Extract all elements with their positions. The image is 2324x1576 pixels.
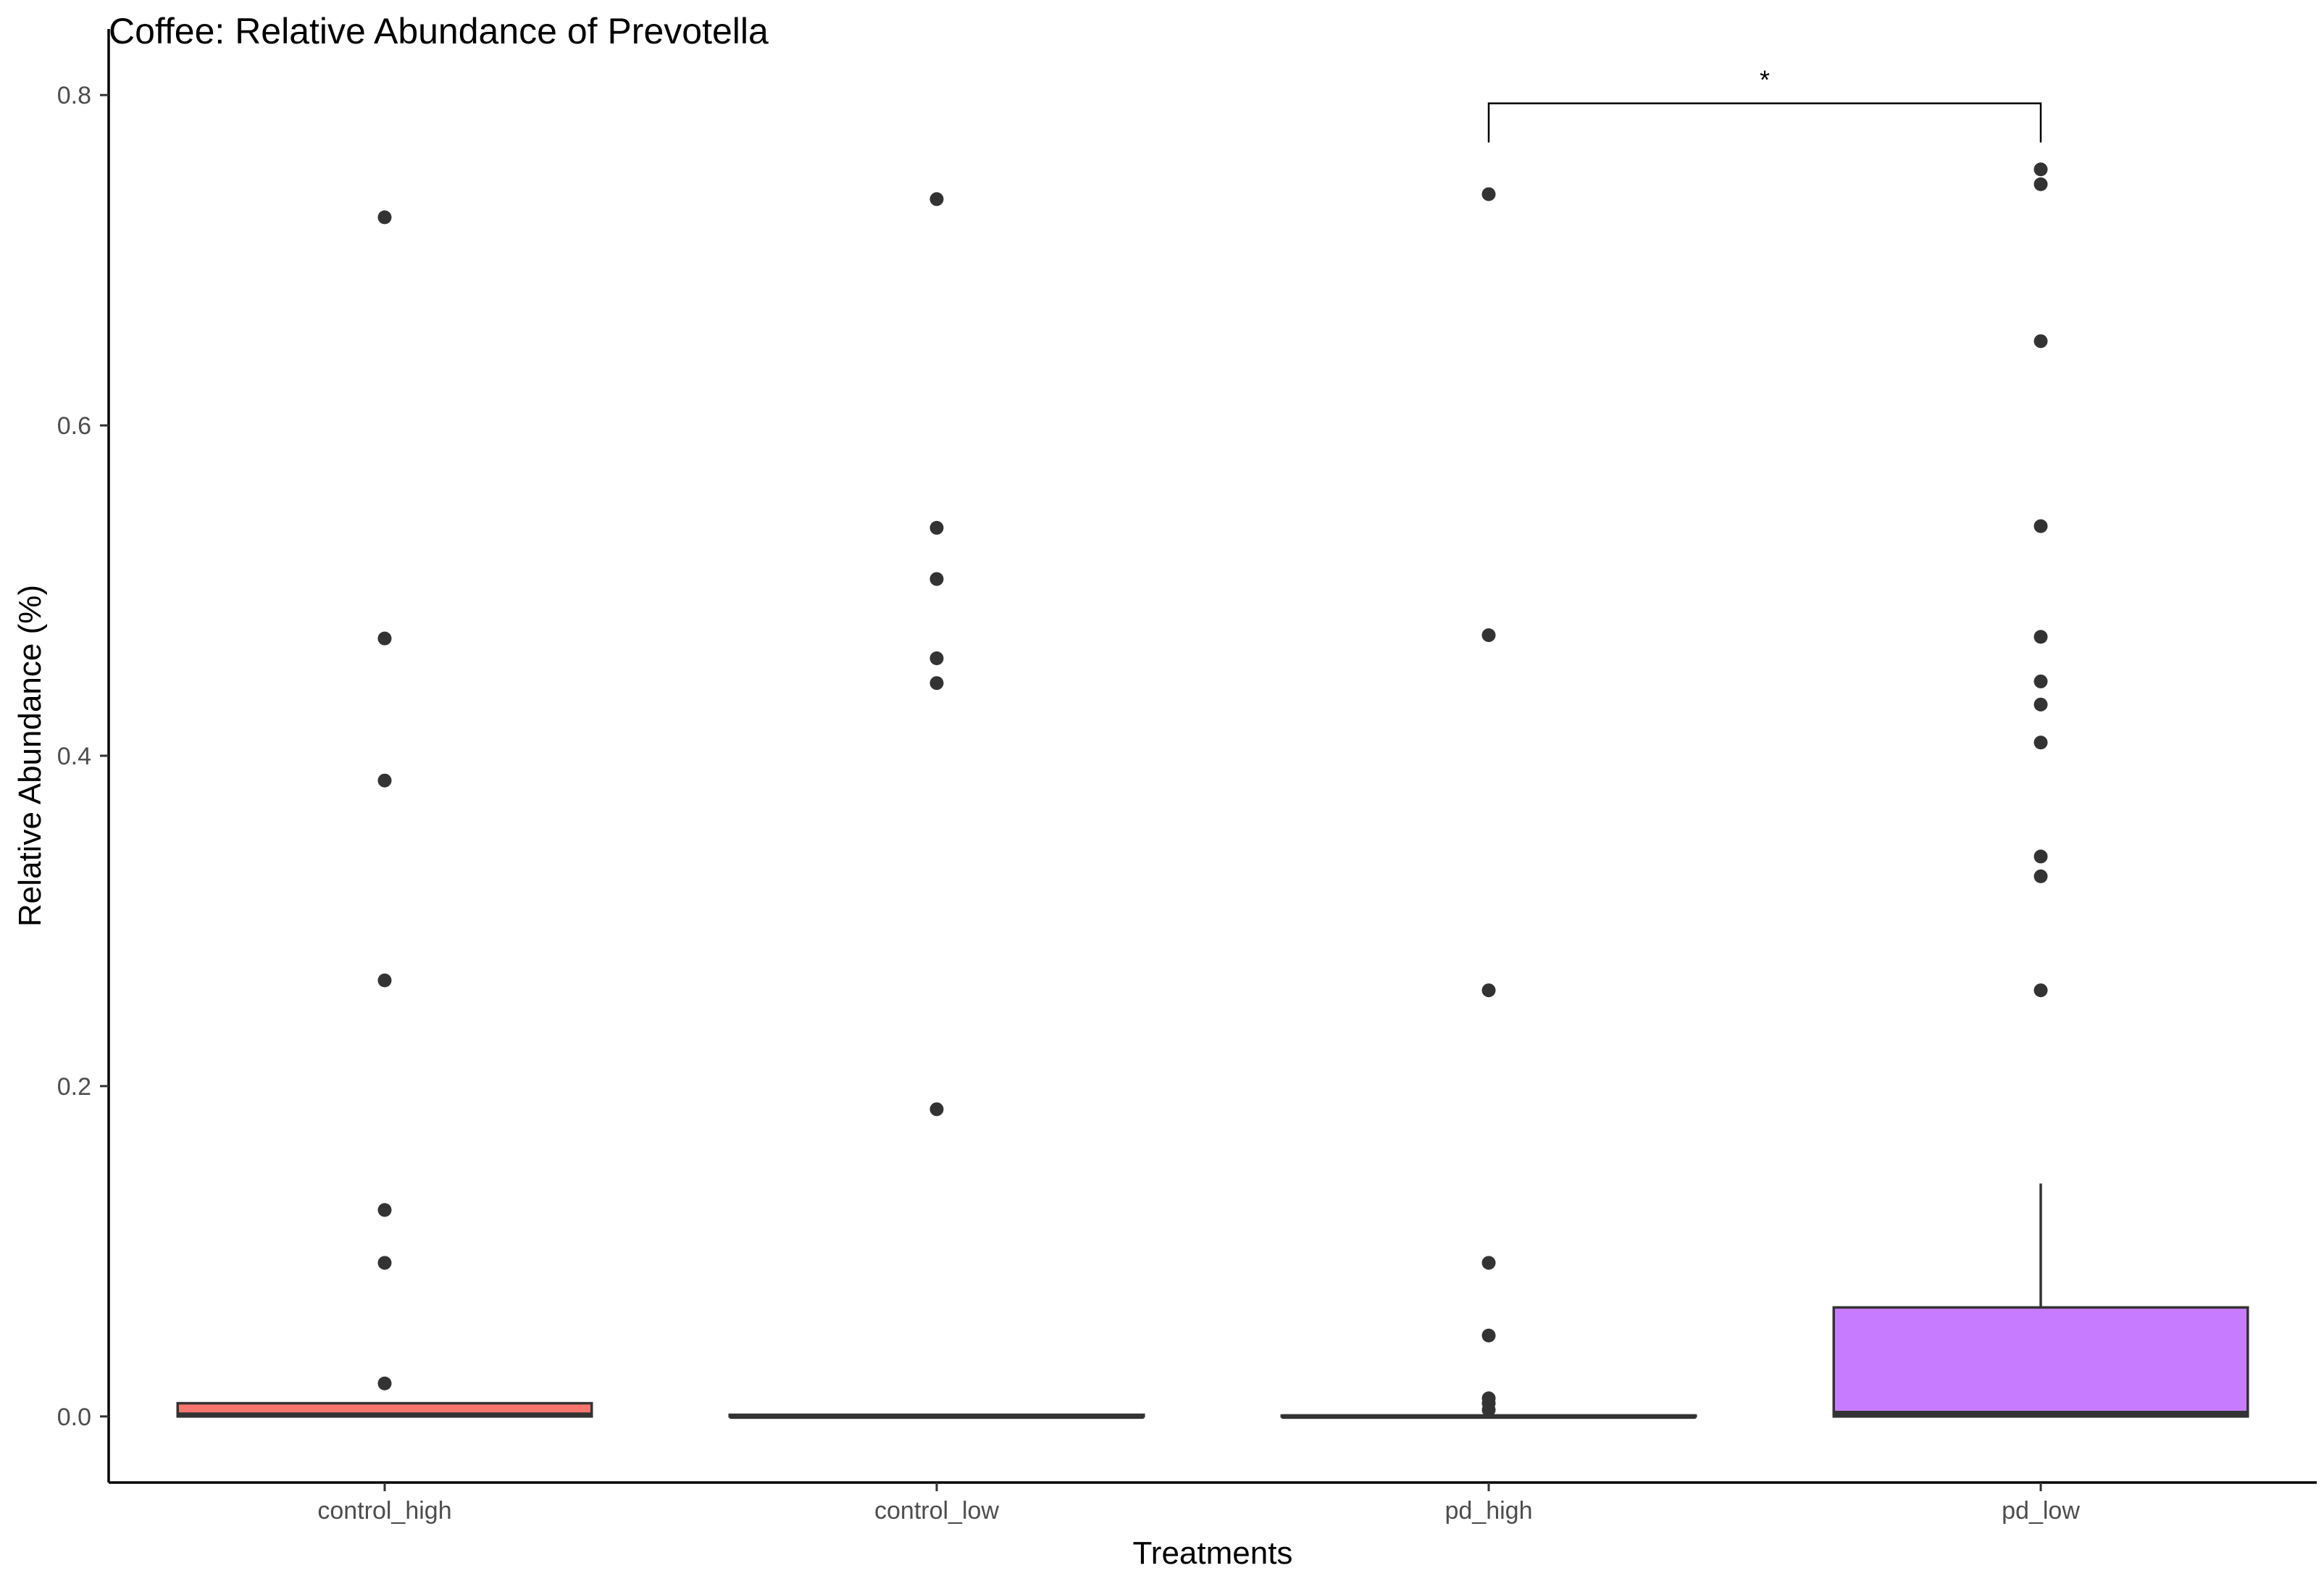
- outlier-point: [2034, 334, 2048, 349]
- outlier-point: [929, 1102, 944, 1117]
- outlier-point: [2034, 177, 2048, 191]
- outlier-point: [2034, 983, 2048, 998]
- outlier-point: [1481, 187, 1496, 201]
- y-tick-label: 0.0: [57, 1404, 91, 1431]
- outlier-point: [377, 1256, 392, 1270]
- outlier-point: [2034, 674, 2048, 688]
- x-axis-title: Treatments: [1133, 1535, 1293, 1571]
- outlier-point: [1481, 1328, 1496, 1343]
- significance-bracket: [1487, 102, 2042, 143]
- y-tick-label: 0.8: [57, 82, 91, 109]
- x-tick-label: pd_high: [1445, 1497, 1532, 1525]
- x-tick-label: pd_low: [2002, 1497, 2080, 1525]
- outlier-point: [377, 973, 392, 988]
- outlier-point: [377, 1203, 392, 1217]
- box-body: [1832, 1306, 2249, 1418]
- outlier-point: [929, 520, 944, 535]
- outlier-point: [2034, 735, 2048, 750]
- outlier-point: [2034, 697, 2048, 712]
- box-group-control_low: [728, 192, 1145, 1419]
- x-tick-label: control_low: [874, 1497, 999, 1525]
- outlier-point: [929, 651, 944, 666]
- box-group-pd_low: [1832, 162, 2249, 1418]
- y-tick-label: 0.6: [57, 412, 91, 440]
- outlier-point: [377, 210, 392, 225]
- y-tick-label: 0.2: [57, 1073, 91, 1101]
- outlier-point: [1481, 1256, 1496, 1270]
- outlier-point: [2034, 519, 2048, 533]
- outlier-point: [2034, 869, 2048, 883]
- outlier-point: [377, 773, 392, 788]
- box-group-pd_high: [1280, 187, 1697, 1419]
- outlier-point: [2034, 630, 2048, 644]
- chart-title: Coffee: Relative Abundance of Prevotella: [109, 11, 769, 51]
- x-tick-label: control_high: [317, 1497, 451, 1525]
- outlier-point: [377, 631, 392, 646]
- outlier-point: [929, 572, 944, 586]
- outlier-point: [929, 676, 944, 691]
- significance-label: *: [1760, 65, 1770, 95]
- outlier-point: [2034, 849, 2048, 864]
- outlier-point: [1481, 983, 1496, 998]
- outlier-point: [377, 1376, 392, 1391]
- outlier-point: [2034, 162, 2048, 177]
- outlier-point: [929, 192, 944, 207]
- y-tick-label: 0.4: [57, 743, 91, 770]
- box-group-control_high: [176, 210, 593, 1418]
- y-axis-title: Relative Abundance (%): [12, 585, 48, 927]
- outlier-point: [1481, 1403, 1496, 1417]
- outlier-point: [1481, 628, 1496, 643]
